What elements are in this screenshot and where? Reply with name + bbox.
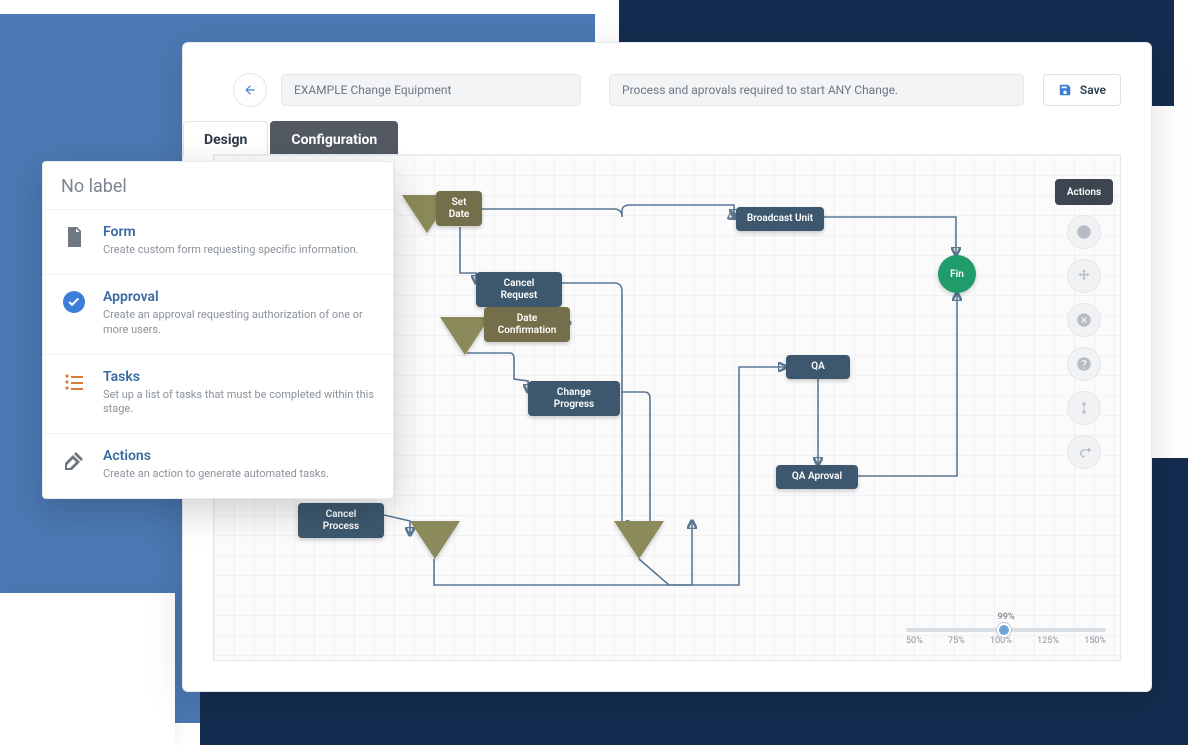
process-title-field[interactable]: EXAMPLE Change Equipment <box>281 74 581 106</box>
popover-title: No label <box>43 162 393 209</box>
node-change_progress[interactable]: Change Progress <box>528 381 620 416</box>
node-cancel_process[interactable]: Cancel Process <box>298 503 384 538</box>
action-help-button[interactable] <box>1067 347 1101 381</box>
option-actions-title: Actions <box>103 448 329 464</box>
zoom-current-label: 99% <box>906 612 1106 622</box>
action-add-button[interactable] <box>1067 215 1101 249</box>
tab-design[interactable]: Design <box>183 121 268 157</box>
action-move-button[interactable] <box>1067 259 1101 293</box>
node-date_conf[interactable]: Date Confirmation <box>484 307 570 342</box>
zoom-knob[interactable] <box>997 623 1011 637</box>
zoom-labels: 50%75%100%125%150% <box>906 636 1106 646</box>
option-actions-desc: Create an action to generate automated t… <box>103 467 329 482</box>
option-tasks-title: Tasks <box>103 369 375 385</box>
back-arrow-icon <box>243 83 257 97</box>
toolbar: EXAMPLE Change Equipment Process and apr… <box>233 73 1121 107</box>
stage-options-popover: No label Form Create custom form request… <box>42 161 394 499</box>
node-qa[interactable]: QA <box>786 355 850 379</box>
merge-gateway[interactable] <box>410 521 460 559</box>
option-tasks-desc: Set up a list of tasks that must be comp… <box>103 388 375 418</box>
actions-rail: Actions <box>1062 179 1106 469</box>
tasks-icon <box>61 369 87 395</box>
node-cancel_request[interactable]: Cancel Request <box>476 272 562 307</box>
save-icon <box>1058 83 1072 97</box>
actions-icon <box>61 448 87 474</box>
process-description-field[interactable]: Process and aprovals required to start A… <box>609 74 1024 106</box>
option-tasks[interactable]: Tasks Set up a list of tasks that must b… <box>43 354 393 434</box>
option-approval[interactable]: Approval Create an approval requesting a… <box>43 274 393 354</box>
action-fit-vertical-button[interactable] <box>1067 391 1101 425</box>
tab-configuration[interactable]: Configuration <box>270 121 398 157</box>
actions-rail-label: Actions <box>1055 179 1113 205</box>
zoom-track[interactable] <box>906 628 1106 632</box>
node-set_date[interactable]: Set Date <box>436 191 482 226</box>
merge-gateway[interactable] <box>440 317 490 355</box>
node-qa_approval[interactable]: QA Aproval <box>776 465 858 489</box>
option-approval-title: Approval <box>103 289 375 305</box>
merge-gateway[interactable] <box>614 521 664 559</box>
option-approval-desc: Create an approval requesting authorizat… <box>103 308 375 338</box>
option-form[interactable]: Form Create custom form requesting speci… <box>43 209 393 274</box>
node-fin[interactable]: Fin <box>938 255 976 293</box>
save-button-label: Save <box>1080 83 1106 97</box>
back-button[interactable] <box>233 73 267 107</box>
zoom-slider[interactable]: 99% 50%75%100%125%150% <box>906 612 1106 646</box>
action-redo-button[interactable] <box>1067 435 1101 469</box>
node-broadcast[interactable]: Broadcast Unit <box>736 207 824 231</box>
approval-icon <box>61 289 87 315</box>
option-actions[interactable]: Actions Create an action to generate aut… <box>43 433 393 498</box>
action-delete-button[interactable] <box>1067 303 1101 337</box>
option-form-desc: Create custom form requesting specific i… <box>103 243 359 258</box>
bg-white-card <box>0 593 175 745</box>
save-button[interactable]: Save <box>1043 74 1121 106</box>
form-icon <box>61 224 87 250</box>
option-form-title: Form <box>103 224 359 240</box>
tab-bar: Design Configuration <box>183 121 400 157</box>
